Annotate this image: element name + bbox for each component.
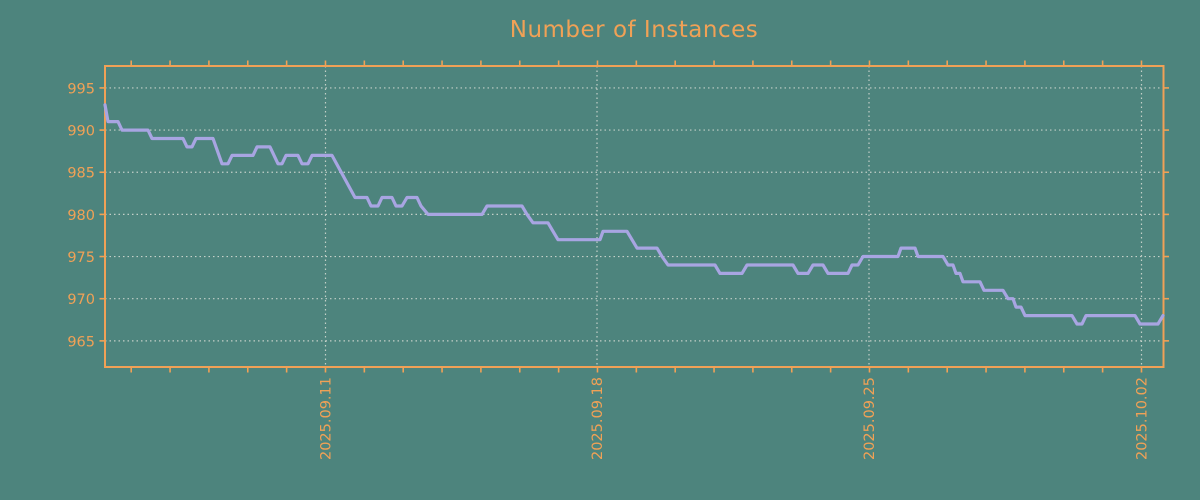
y-tick-label: 980	[67, 208, 95, 224]
y-tick-label: 975	[67, 250, 95, 266]
x-tick-label: 2025.09.11	[319, 377, 335, 460]
y-tick-label: 990	[67, 124, 95, 140]
axis-layer: 965 970 975 980 985 990 995 2025.09.11 2025.09.1…	[67, 60, 1169, 460]
series-line-instances	[103, 103, 1165, 326]
y-tick-label: 985	[67, 166, 95, 182]
x-tick-label: 2025.09.18	[590, 377, 606, 460]
y-tick-label: 965	[67, 334, 95, 350]
series-layer	[103, 103, 1165, 326]
chart-title: Number of Instances	[510, 17, 759, 43]
y-tick-label: 970	[67, 292, 95, 308]
axis-border	[104, 65, 1165, 368]
x-tick-label: 2025.10.02	[1135, 377, 1151, 460]
y-tick-label: 995	[67, 81, 95, 97]
grid-layer	[105, 66, 1164, 367]
x-tick-label: 2025.09.25	[862, 377, 878, 460]
